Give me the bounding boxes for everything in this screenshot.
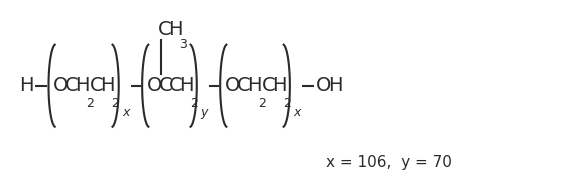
Text: H: H	[328, 76, 343, 95]
Text: O: O	[53, 76, 68, 95]
Text: x: x	[294, 106, 301, 119]
Text: 2: 2	[283, 97, 291, 110]
Text: 2: 2	[86, 97, 94, 110]
Text: C: C	[90, 76, 104, 95]
Text: 2: 2	[111, 97, 119, 110]
Text: H: H	[20, 76, 34, 95]
Text: x = 106,  y = 70: x = 106, y = 70	[326, 155, 452, 171]
Text: C: C	[65, 76, 79, 95]
Text: H: H	[247, 76, 261, 95]
Text: H: H	[168, 20, 182, 39]
Text: 2: 2	[190, 97, 198, 110]
Text: C: C	[159, 76, 172, 95]
Text: O: O	[146, 76, 162, 95]
Text: H: H	[272, 76, 287, 95]
Text: x: x	[123, 106, 130, 119]
Text: C: C	[262, 76, 276, 95]
Text: H: H	[100, 76, 115, 95]
Text: O: O	[316, 76, 332, 95]
Text: C: C	[169, 76, 182, 95]
Text: C: C	[158, 20, 171, 39]
Text: H: H	[75, 76, 90, 95]
Text: y: y	[200, 106, 208, 119]
Text: O: O	[225, 76, 240, 95]
Text: 2: 2	[258, 97, 266, 110]
Text: C: C	[237, 76, 251, 95]
Text: 3: 3	[179, 38, 187, 51]
Text: H: H	[179, 76, 194, 95]
